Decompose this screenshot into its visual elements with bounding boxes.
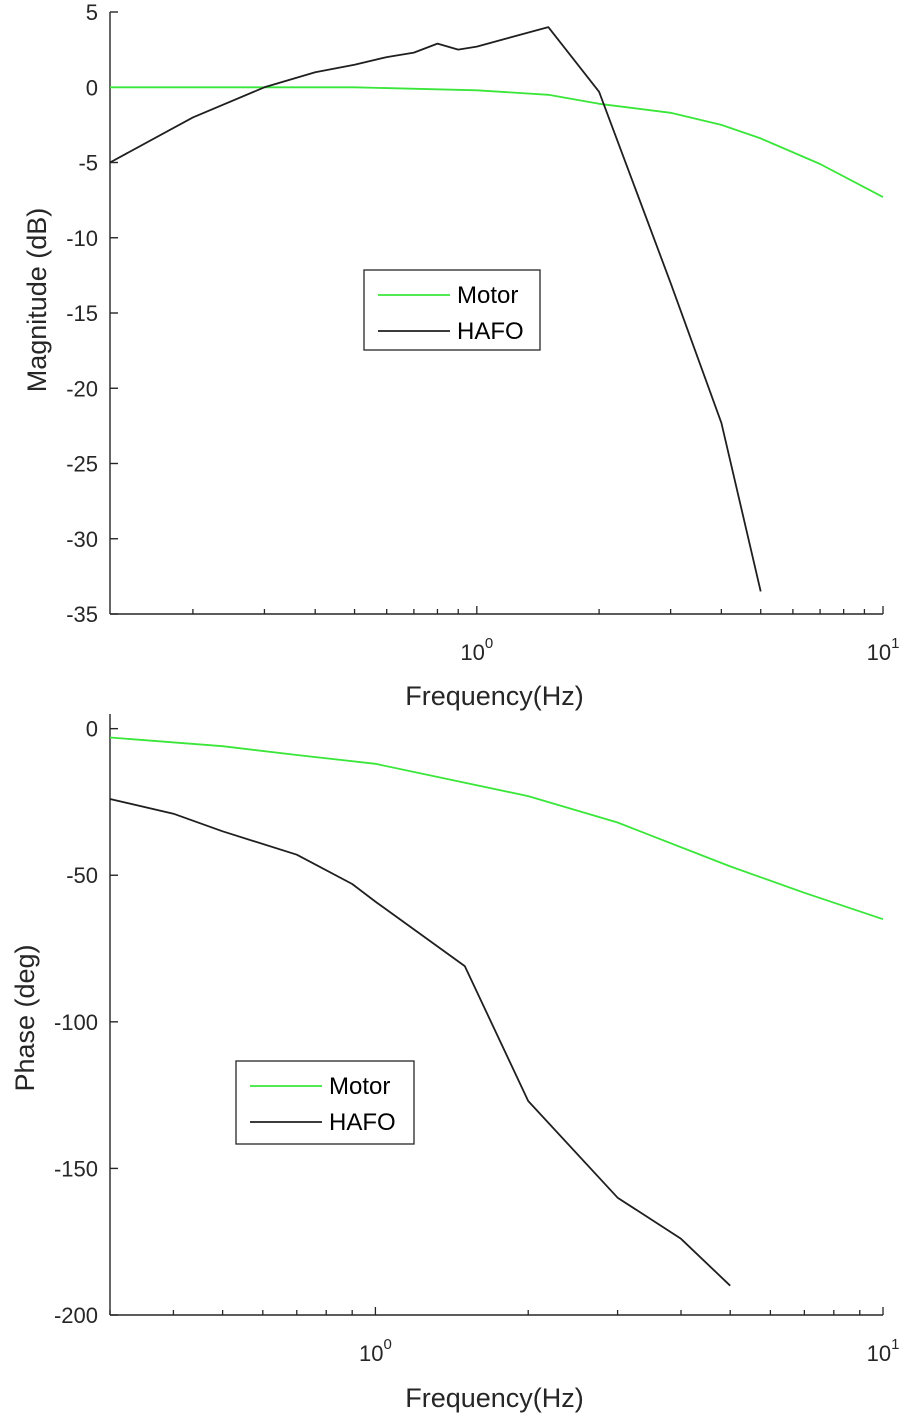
y-tick-label: -50 [66, 863, 98, 888]
legend-box [235, 1060, 415, 1145]
series-line-hafo [109, 26, 762, 592]
x-tick-exponent: 1 [891, 1336, 899, 1353]
series-line-motor [110, 86, 884, 198]
legend: Motor HAFO [235, 1060, 415, 1145]
legend-box [363, 269, 541, 351]
y-tick-label: -10 [66, 226, 98, 251]
y-tick-label: -30 [66, 527, 98, 552]
legend-label-hafo: HAFO [329, 1109, 396, 1136]
y-tick-label: -150 [54, 1156, 98, 1181]
x-tick-exponent: 0 [485, 635, 493, 652]
x-tick-label: 101 [867, 1336, 900, 1366]
y-axis-label: Magnitude (dB) [22, 208, 52, 393]
series-line-motor [109, 736, 884, 921]
x-tick-base: 10 [867, 1341, 891, 1366]
legend-label-hafo: HAFO [457, 318, 524, 345]
x-axis-label: Frequency(Hz) [405, 1383, 584, 1413]
x-tick-label: 100 [460, 635, 493, 665]
x-tick-label: 100 [359, 1336, 392, 1366]
y-tick-label: -20 [66, 376, 98, 401]
legend-label-motor: Motor [329, 1073, 390, 1100]
y-tick-label: -5 [78, 151, 98, 176]
y-tick-label: -15 [66, 301, 98, 326]
y-tick-label: -35 [66, 602, 98, 627]
legend-label-motor: Motor [457, 282, 518, 309]
y-tick-label: 0 [86, 75, 98, 100]
x-tick-base: 10 [359, 1341, 383, 1366]
x-tick-label: 101 [867, 635, 900, 665]
series-line-hafo [109, 798, 731, 1287]
x-tick-base: 10 [460, 640, 484, 665]
y-tick-label: -100 [54, 1010, 98, 1035]
legend: Motor HAFO [363, 269, 541, 351]
x-axis-label: Frequency(Hz) [405, 681, 584, 711]
y-tick-label: -200 [54, 1303, 98, 1328]
y-tick-label: 5 [86, 0, 98, 25]
y-axis-label: Phase (deg) [10, 944, 40, 1091]
x-tick-exponent: 0 [383, 1336, 391, 1353]
y-tick-label: -25 [66, 452, 98, 477]
y-tick-label: 0 [86, 717, 98, 742]
x-tick-exponent: 1 [891, 635, 899, 652]
x-tick-base: 10 [867, 640, 891, 665]
